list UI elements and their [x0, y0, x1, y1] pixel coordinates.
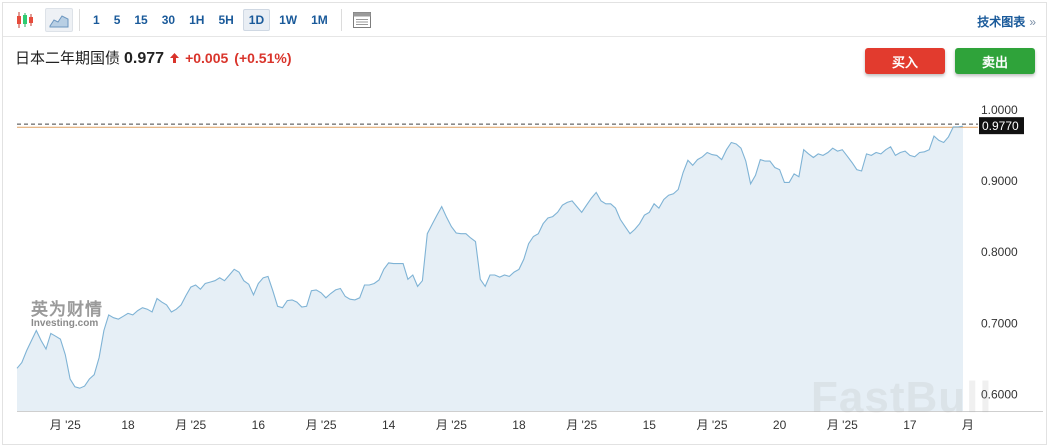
price-change: +0.005 — [185, 50, 229, 66]
double-chevron-right-icon: » — [1029, 15, 1036, 29]
x-tick-label: 月 '25 — [50, 418, 81, 432]
area-chart-icon[interactable] — [45, 7, 73, 32]
x-tick-label: 14 — [382, 418, 396, 432]
x-tick-label: 17 — [903, 418, 917, 432]
y-tick-label: 0.6000 — [981, 388, 1018, 402]
chart-toolbar: 1 5 15 30 1H 5H 1D 1W 1M 技术图表» — [3, 3, 1046, 37]
x-tick-label: 月 '25 — [436, 418, 467, 432]
up-arrow-icon — [170, 53, 180, 66]
price-change-percent: (+0.51%) — [234, 50, 292, 66]
x-tick-label: 月 '25 — [175, 418, 206, 432]
timeframe-list: 1 5 15 30 1H 5H 1D 1W 1M — [86, 8, 335, 31]
x-tick-label: 18 — [121, 418, 135, 432]
investing-watermark-en: Investing.com — [31, 318, 99, 329]
investing-watermark-cn: 英为财情 — [31, 300, 103, 319]
timeframe-1h[interactable]: 1H — [189, 12, 205, 27]
timeframe-5[interactable]: 5 — [113, 12, 121, 27]
timeframe-1[interactable]: 1 — [93, 12, 100, 27]
y-tick-label: 0.7000 — [981, 316, 1018, 330]
y-tick-label: 0.8000 — [981, 245, 1018, 259]
price-line — [16, 125, 964, 389]
last-price: 0.977 — [124, 50, 165, 67]
timeframe-30[interactable]: 30 — [161, 12, 176, 27]
y-axis: 1.0000 0.9000 0.8000 0.7000 0.6000 — [981, 103, 1018, 402]
timeframe-5h[interactable]: 5H — [218, 12, 234, 27]
x-tick-label: 月 '25 — [827, 418, 858, 432]
price-area-fill — [17, 126, 963, 411]
x-tick-label: 20 — [773, 418, 787, 432]
x-axis-labels: 月 '25 18 月 '25 16 月 '25 14 月 '25 18 月 '25 15 月 '25… — [50, 418, 974, 432]
last-value-tag-text: 0.9770 — [982, 119, 1019, 133]
x-tick-label: 15 — [643, 418, 657, 432]
x-tick-label: 月 '25 — [566, 418, 597, 432]
x-tick-label: 18 — [512, 418, 526, 432]
fastbull-watermark: FastBull — [811, 373, 993, 422]
investing-watermark: 英为财情 Investing.com — [31, 295, 103, 329]
x-tick-label: 月 '25 — [697, 418, 728, 432]
last-value-tag-bg — [979, 117, 1024, 135]
technical-chart-label: 技术图表 — [977, 15, 1026, 29]
technical-chart-link[interactable]: 技术图表» — [977, 13, 1036, 30]
timeframe-1w[interactable]: 1W — [279, 12, 298, 27]
instrument-title: 日本二年期国债 — [15, 50, 121, 67]
toolbar-divider — [79, 8, 80, 31]
instrument-header: 日本二年期国债 0.977 +0.005 (+0.51%) — [15, 47, 291, 68]
toolbar-divider — [340, 8, 342, 31]
timeframe-1d[interactable]: 1D — [242, 8, 271, 31]
last-value-tag: 0.9770 — [979, 117, 1024, 135]
x-tick-label: 月 — [962, 418, 974, 432]
candlestick-chart-icon[interactable] — [11, 8, 39, 32]
y-tick-label: 0.9000 — [981, 174, 1018, 188]
y-tick-label: 1.0000 — [981, 103, 1018, 117]
x-tick-label: 16 — [252, 418, 266, 432]
timeframe-1m[interactable]: 1M — [311, 12, 328, 27]
x-tick-label: 月 '25 — [306, 418, 337, 432]
timeframe-15[interactable]: 15 — [134, 12, 148, 27]
sell-button[interactable]: 卖出 — [955, 48, 1035, 74]
buy-button[interactable]: 买入 — [865, 48, 945, 74]
data-table-icon[interactable] — [348, 8, 376, 32]
